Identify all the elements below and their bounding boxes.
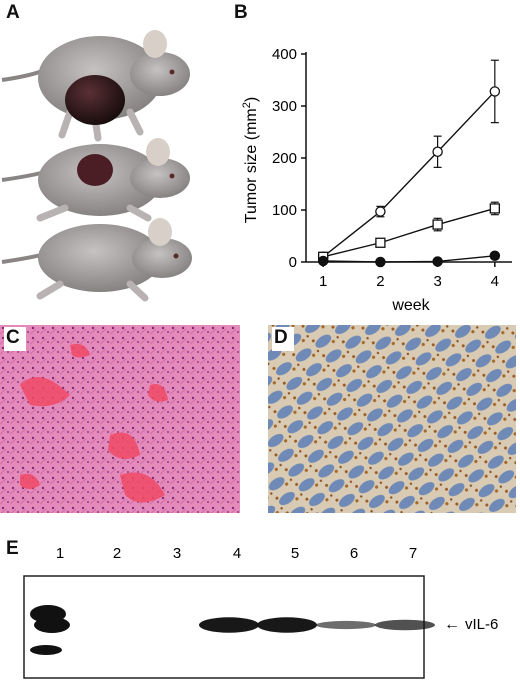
x-tick-label: 1 [319, 273, 327, 290]
data-point [317, 255, 329, 267]
lane-label: 1 [56, 545, 64, 562]
series-open-circle [317, 59, 501, 263]
data-point [432, 146, 443, 158]
lane-labels: 1 2 3 4 5 6 7 [56, 545, 417, 562]
data-point [375, 237, 386, 248]
data-point [489, 86, 501, 97]
lane-label: 3 [173, 545, 181, 562]
lane-label: 5 [291, 545, 299, 562]
chart-series [317, 59, 501, 268]
y-tick-label: 400 [272, 46, 297, 63]
data-point [375, 256, 386, 268]
x-axis-label: week [391, 297, 430, 314]
y-tick-label: 300 [272, 98, 297, 115]
series-open-square [318, 201, 500, 262]
lane-label: 6 [350, 545, 358, 562]
lane-label: 2 [113, 545, 121, 562]
data-point [432, 256, 443, 267]
western-blot: 1 2 3 4 5 6 7 ← vIL-6 [23, 545, 498, 679]
panel-a-label: A [6, 2, 20, 23]
data-point [489, 250, 501, 262]
tumor [65, 75, 125, 125]
x-tick-label: 4 [491, 273, 499, 290]
blot-band [199, 617, 259, 633]
y-tick-label: 0 [289, 254, 297, 271]
series-line [322, 207, 496, 258]
he-histology-image [0, 325, 240, 513]
y-tick-label: 200 [272, 150, 297, 167]
chart-axes: 0 100 200 300 400 1 2 3 4 [272, 46, 512, 290]
panel-c-label: C [4, 327, 26, 351]
data-point [375, 206, 386, 217]
y-tick-label: 100 [272, 202, 297, 219]
panel-e-label: E [6, 538, 19, 559]
tumor-size-chart: 0 100 200 300 400 1 2 3 4 Tumor size (mm2) week [241, 46, 512, 314]
mouse-medium-tumor [1, 138, 190, 222]
ihc-staining-image [268, 325, 516, 513]
mice-photo [1, 30, 192, 302]
mouse-no-tumor [1, 218, 192, 302]
series-line [322, 90, 496, 258]
x-tick-label: 3 [433, 273, 441, 290]
blot-band [30, 605, 66, 623]
band-label: vIL-6 [465, 616, 498, 633]
band-arrow: ← [444, 616, 460, 633]
panel-b-label: B [234, 2, 248, 23]
panel-d-label: D [272, 327, 294, 351]
x-tick-label: 2 [376, 273, 384, 290]
tumor [77, 154, 113, 186]
series-line [323, 255, 495, 263]
blot-band [257, 617, 317, 633]
data-point [432, 219, 443, 230]
blot-band [316, 620, 376, 630]
blot-bands [30, 605, 435, 655]
lane-label: 7 [409, 545, 417, 562]
mouse-large-tumor [1, 30, 190, 142]
blot-band [30, 645, 62, 655]
lane-label: 4 [233, 545, 241, 562]
y-axis-label: Tumor size (mm2) [241, 97, 260, 223]
data-point [489, 203, 500, 214]
series-filled-circle [317, 250, 501, 268]
blot-band [375, 619, 435, 631]
